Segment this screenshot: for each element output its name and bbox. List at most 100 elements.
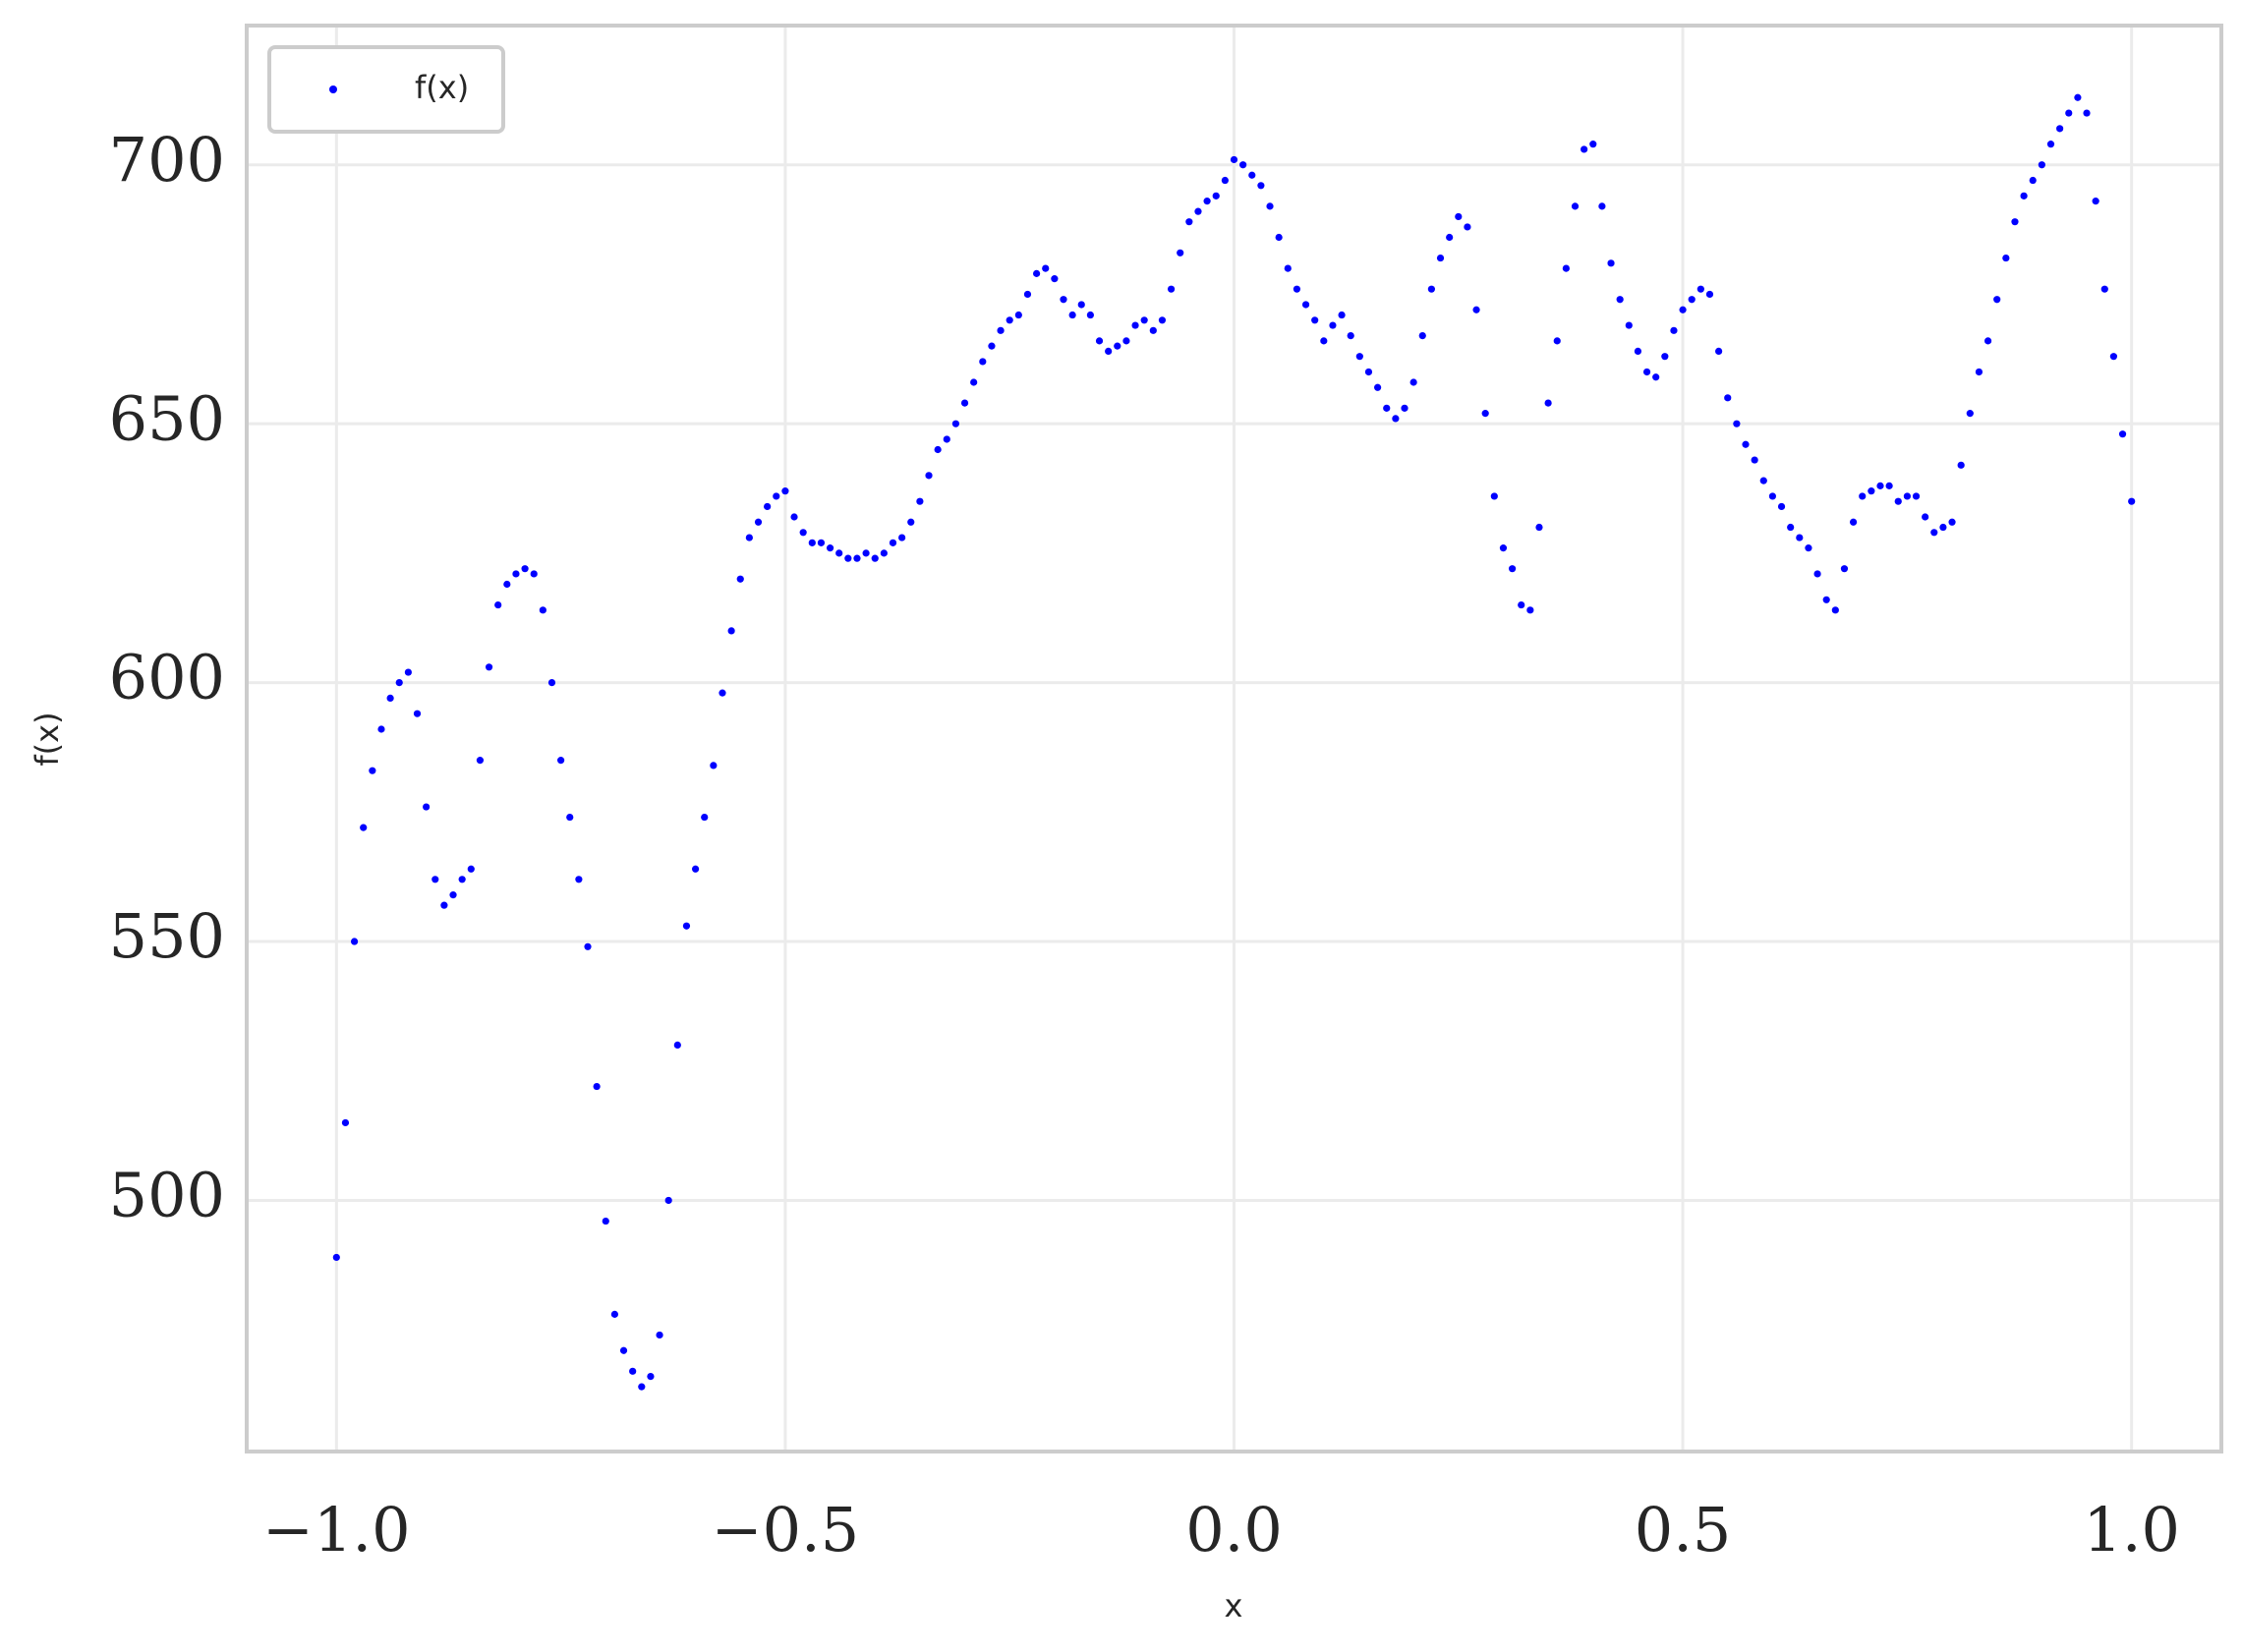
data-point [1077, 301, 1085, 309]
data-point [862, 549, 870, 557]
data-point [1301, 301, 1310, 309]
data-point [1983, 337, 1992, 345]
x-tick-label: 0.5 [1635, 1494, 1732, 1566]
y-tick-label: 550 [109, 900, 225, 972]
data-point [1518, 600, 1525, 609]
legend-marker [329, 85, 337, 93]
data-point [521, 565, 529, 573]
data-point [1705, 290, 1714, 299]
data-point [710, 762, 718, 769]
data-point [2118, 430, 2127, 438]
data-point [423, 803, 431, 811]
data-point [629, 1367, 637, 1375]
data-point [557, 757, 565, 765]
data-point [1051, 275, 1059, 283]
data-point [1813, 570, 1821, 578]
data-point [485, 663, 493, 671]
data-point [1876, 482, 1884, 489]
data-point [1777, 502, 1786, 511]
data-point [539, 606, 546, 614]
data-point [341, 1118, 350, 1127]
data-point [1248, 171, 1256, 179]
data-point [1355, 353, 1363, 361]
data-point [1642, 368, 1651, 376]
data-point [1446, 233, 1454, 242]
data-point [2128, 497, 2136, 505]
data-point [1149, 326, 1157, 334]
data-point [1598, 202, 1606, 210]
data-point [449, 891, 457, 899]
data-point [1284, 264, 1292, 272]
data-point [1715, 347, 1723, 356]
data-point [1508, 565, 1517, 573]
data-point [880, 549, 888, 557]
data-point [1912, 492, 1921, 500]
data-point [988, 342, 996, 350]
data-point [494, 600, 502, 609]
data-point [907, 518, 915, 526]
data-point [1607, 259, 1615, 267]
data-point [1060, 296, 1067, 304]
data-point [1329, 321, 1337, 329]
data-point [1868, 487, 1875, 495]
data-point [1625, 321, 1633, 329]
data-point [1894, 497, 1902, 505]
data-point [1922, 513, 1929, 521]
y-axis-label: f(x) [29, 712, 66, 766]
data-point [638, 1383, 646, 1391]
data-point [1787, 523, 1795, 532]
data-point [1177, 249, 1184, 256]
data-point [1194, 207, 1202, 215]
data-point [764, 502, 772, 511]
data-point [1185, 218, 1193, 226]
data-point [566, 813, 574, 822]
data-point [1859, 492, 1867, 500]
data-point [1042, 264, 1050, 272]
data-point [799, 529, 807, 537]
data-point [817, 539, 826, 546]
data-point [2100, 285, 2108, 293]
data-point [1436, 254, 1445, 262]
data-point [773, 492, 780, 500]
data-point [1275, 233, 1283, 242]
data-point [1230, 155, 1238, 164]
data-point [413, 710, 422, 717]
data-point [916, 497, 924, 505]
data-point [1383, 404, 1391, 412]
data-point [602, 1217, 609, 1225]
data-point [951, 420, 960, 427]
data-point [458, 876, 466, 883]
data-point [386, 694, 394, 703]
data-point [960, 399, 969, 407]
data-point [1320, 337, 1328, 345]
data-point [547, 678, 556, 687]
data-point [1392, 415, 1400, 423]
data-point [476, 757, 485, 765]
data-point [853, 554, 861, 562]
data-point [745, 534, 753, 541]
x-tick-label: −0.5 [712, 1494, 860, 1566]
data-point [360, 824, 368, 831]
data-point [2074, 93, 2082, 101]
data-point [1930, 529, 1938, 537]
data-point [1257, 182, 1265, 190]
y-tick-label: 500 [109, 1160, 225, 1231]
data-point [1221, 176, 1229, 185]
data-point [808, 539, 816, 546]
data-point [835, 549, 843, 557]
data-point [1975, 368, 1983, 376]
data-point [1831, 606, 1839, 614]
data-point [1427, 285, 1435, 293]
data-point [2109, 353, 2118, 361]
data-point [2002, 254, 2010, 262]
data-point [1006, 316, 1013, 324]
y-tick-label: 650 [109, 382, 225, 454]
data-point [1581, 145, 1588, 153]
data-point [2029, 176, 2037, 185]
plot-frame [245, 24, 2223, 1453]
data-point [431, 876, 439, 883]
data-point [1670, 326, 1678, 334]
data-point [377, 725, 385, 733]
data-point [1481, 410, 1489, 418]
data-point [1140, 316, 1148, 324]
